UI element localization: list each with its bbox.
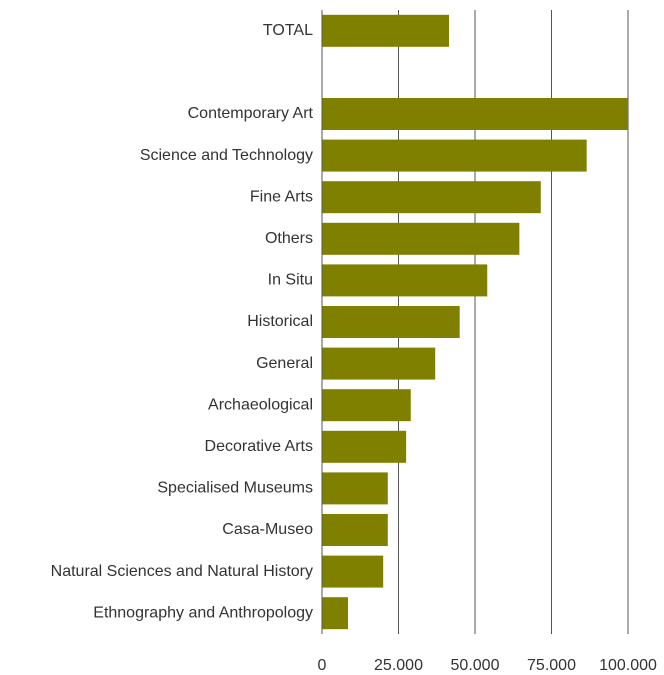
bar <box>322 597 349 630</box>
category-label: Natural Sciences and Natural History <box>51 563 313 580</box>
category-label: In Situ <box>268 272 313 289</box>
bar <box>322 222 520 255</box>
bar <box>322 389 411 422</box>
category-label: General <box>256 355 313 372</box>
x-tick-label: 50.000 <box>451 657 500 674</box>
category-label: Others <box>265 230 313 247</box>
category-labels: TOTAL Contemporary Art Science and Technol… <box>51 22 314 621</box>
bars <box>322 14 628 630</box>
category-label: TOTAL <box>263 22 313 39</box>
x-tick-label: 0 <box>318 657 327 674</box>
bar <box>322 514 388 546</box>
bar <box>322 306 460 338</box>
x-tick-labels: 0 25.000 50.000 75.000 100.000 <box>318 657 657 674</box>
x-tick-label: 25.000 <box>374 657 423 674</box>
bar <box>322 347 436 380</box>
bar <box>322 181 541 214</box>
category-label: Casa-Museo <box>222 521 313 538</box>
bar <box>322 14 449 47</box>
category-label: Historical <box>247 313 313 330</box>
x-tick-label: 100.000 <box>599 657 657 674</box>
bar <box>322 139 587 172</box>
x-tick-label: 75.000 <box>527 657 576 674</box>
category-label: Science and Technology <box>140 147 313 164</box>
bar <box>322 430 407 463</box>
category-label: Specialised Museums <box>157 480 313 497</box>
bar <box>322 264 488 297</box>
category-label: Contemporary Art <box>188 105 314 122</box>
bar <box>322 472 388 505</box>
category-label: Fine Arts <box>250 188 313 205</box>
bar <box>322 555 384 588</box>
bar <box>322 98 628 130</box>
category-label: Ethnography and Anthropology <box>93 604 313 621</box>
category-label: Archaeological <box>208 396 313 413</box>
category-label: Decorative Arts <box>205 438 313 455</box>
